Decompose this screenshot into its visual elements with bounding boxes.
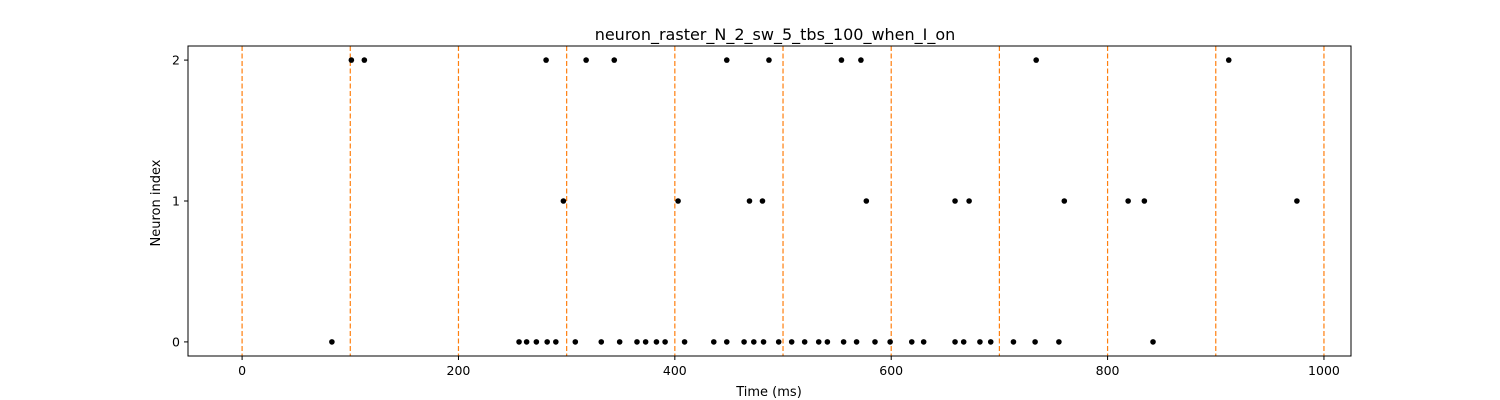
spike-dot bbox=[966, 198, 972, 204]
x-tick-label: 400 bbox=[663, 363, 687, 378]
x-tick-label: 0 bbox=[238, 363, 246, 378]
spike-dot bbox=[1294, 198, 1300, 204]
x-axis-ticks: 0 200 400 600 800 1000 bbox=[238, 356, 1340, 378]
spike-dot bbox=[977, 339, 983, 345]
spike-dot bbox=[653, 339, 660, 345]
spike-dot bbox=[840, 339, 847, 345]
spike-dot bbox=[598, 339, 605, 345]
spike-dot bbox=[1010, 339, 1017, 345]
spike-dot bbox=[838, 57, 845, 63]
y-axis-label: Neuron index bbox=[149, 159, 164, 246]
spike-dot bbox=[887, 339, 893, 345]
spike-dot bbox=[611, 57, 618, 63]
spike-dot bbox=[544, 339, 550, 345]
spike-dot bbox=[1056, 339, 1062, 345]
spike-dot bbox=[723, 57, 730, 63]
spike-dot bbox=[616, 339, 623, 345]
spike-dot bbox=[760, 339, 767, 345]
spike-dot bbox=[872, 339, 878, 345]
spike-dot bbox=[987, 339, 994, 345]
spike-dot bbox=[543, 57, 549, 63]
spike-dot bbox=[634, 339, 640, 345]
spike-dot bbox=[642, 339, 649, 345]
spike-dot bbox=[815, 339, 822, 345]
spike-dot bbox=[572, 339, 579, 345]
marker-lines bbox=[241, 46, 1325, 356]
spike-dot bbox=[1033, 57, 1039, 63]
spike-dot bbox=[788, 339, 795, 345]
spike-dot bbox=[920, 339, 927, 345]
spike-dot bbox=[863, 198, 870, 204]
y-tick-label: 2 bbox=[172, 53, 180, 68]
spike-dot bbox=[908, 339, 915, 345]
x-tick-label: 600 bbox=[879, 363, 903, 378]
spike-dot bbox=[751, 339, 757, 345]
x-tick-label: 800 bbox=[1096, 363, 1120, 378]
spike-dot bbox=[960, 339, 967, 345]
spike-dot bbox=[1150, 339, 1156, 345]
spike-dot bbox=[741, 339, 747, 345]
spike-dot bbox=[553, 339, 559, 345]
spike-dot bbox=[746, 198, 753, 204]
spike-dot bbox=[775, 339, 782, 345]
spike-dot bbox=[1032, 339, 1038, 345]
spike-dot bbox=[583, 57, 589, 63]
spike-dot bbox=[516, 339, 522, 345]
spike-dot bbox=[723, 339, 730, 345]
spike-dot bbox=[766, 57, 772, 63]
spike-dot bbox=[662, 339, 668, 345]
spike-dot bbox=[1141, 198, 1148, 204]
spike-dot bbox=[824, 339, 831, 345]
spike-dot bbox=[710, 339, 717, 345]
spike-dot bbox=[348, 57, 355, 63]
spike-dot bbox=[853, 339, 860, 345]
y-tick-label: 0 bbox=[172, 334, 180, 349]
spike-dot bbox=[560, 198, 567, 204]
spike-dot bbox=[1225, 57, 1232, 63]
spike-dot bbox=[759, 198, 766, 204]
x-tick-label: 1000 bbox=[1308, 363, 1340, 378]
chart-title: neuron_raster_N_2_sw_5_tbs_100_when_I_on bbox=[595, 25, 956, 45]
x-axis-label: Time (ms) bbox=[735, 385, 802, 400]
spike-dot bbox=[801, 339, 808, 345]
y-axis-ticks: 0 1 2 bbox=[172, 53, 188, 349]
spike-dot bbox=[361, 57, 368, 63]
spike-dot bbox=[952, 339, 958, 345]
y-tick-label: 1 bbox=[172, 194, 180, 209]
spike-dot bbox=[681, 339, 688, 345]
spike-dot bbox=[675, 198, 681, 204]
spike-dot bbox=[329, 339, 335, 345]
spike-dot bbox=[1061, 198, 1068, 204]
spike-dot bbox=[952, 198, 958, 204]
spike-dots bbox=[329, 57, 1300, 345]
spike-dot bbox=[523, 339, 530, 345]
x-tick-label: 200 bbox=[447, 363, 471, 378]
plot-frame bbox=[187, 45, 1352, 357]
spike-dot bbox=[858, 57, 864, 63]
spike-dot bbox=[533, 339, 540, 345]
spike-dot bbox=[1125, 198, 1131, 204]
